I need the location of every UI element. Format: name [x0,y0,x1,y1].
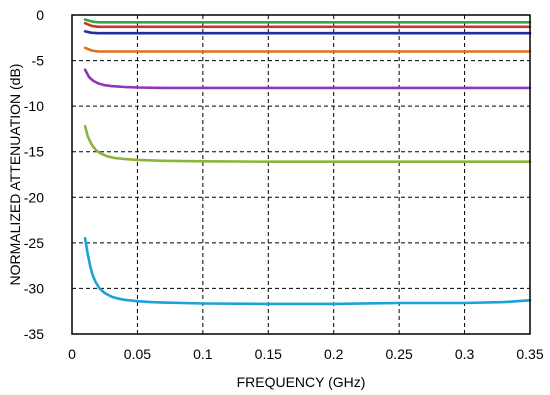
series-line-7 [83,237,532,306]
y-axis-label: NORMALIZED ATTENUATION (dB) [7,64,23,286]
x-tick-label: 0.15 [255,346,282,362]
plot-frame [71,14,531,335]
y-tick-label: -30 [24,280,44,296]
series-line-3 [83,30,532,35]
y-tick-label: -35 [24,326,44,342]
y-axis-ticks: 0 -5 -10 -15 -20 -25 -30 -35 [24,7,44,342]
x-axis-ticks: 0 0.05 0.1 0.15 0.2 0.25 0.3 0.35 [68,346,544,362]
x-tick-label: 0.25 [386,346,413,362]
x-axis-label: FREQUENCY (GHz) [237,374,366,390]
series-line-1 [83,18,532,24]
y-tick-label: -15 [24,144,44,160]
grid [72,15,530,334]
y-tick-label: -10 [24,98,44,114]
x-tick-label: 0.1 [193,346,213,362]
x-tick-label: 0.3 [455,346,475,362]
y-tick-label: -20 [24,189,44,205]
series-line-5 [83,68,532,90]
x-tick-label: 0.2 [324,346,344,362]
y-tick-label: -5 [32,53,45,69]
series-line-6 [83,124,532,163]
y-tick-label: 0 [36,7,44,23]
x-tick-label: 0.05 [124,346,151,362]
y-tick-label: -25 [24,235,44,251]
x-tick-label: 0 [68,346,76,362]
series-group [83,18,532,306]
x-tick-label: 0.35 [516,346,543,362]
series-line-4 [83,46,532,53]
series-line-2 [83,21,532,29]
